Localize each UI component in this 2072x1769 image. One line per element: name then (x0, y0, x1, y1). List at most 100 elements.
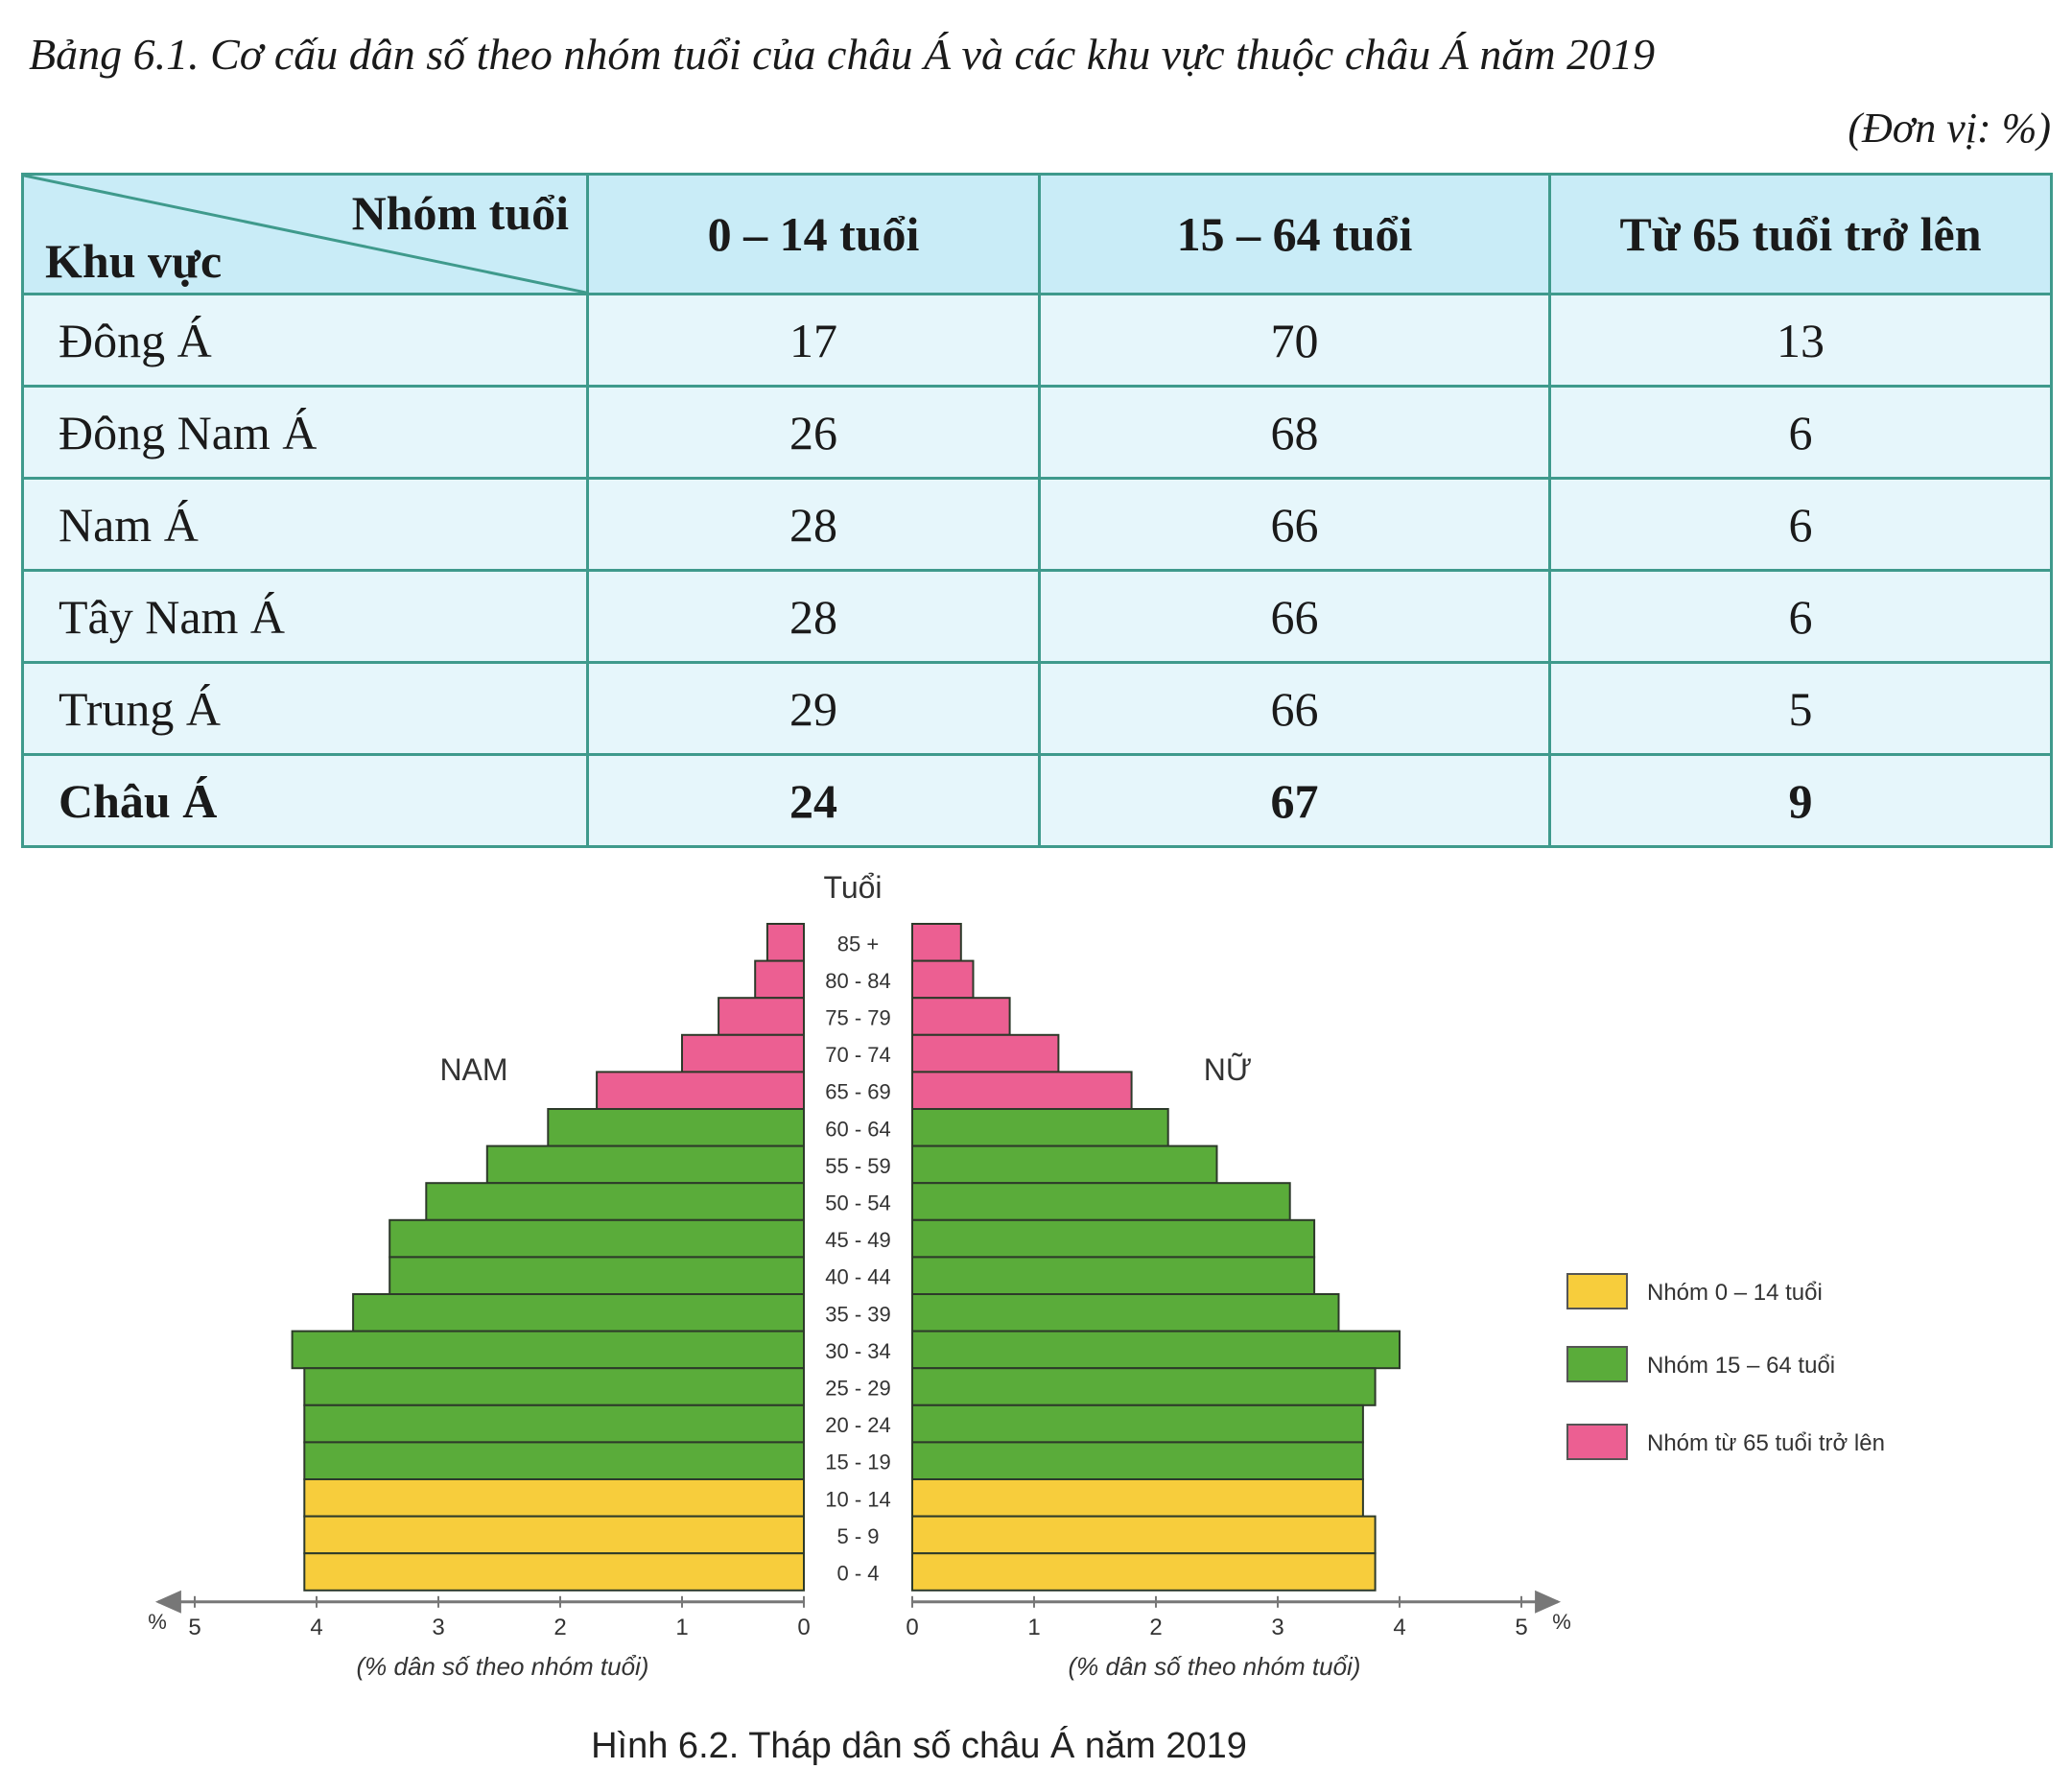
male-bar (303, 1515, 805, 1555)
age-group-label: 30 - 34 (825, 1339, 891, 1363)
x-tick-label-right: 1 (1027, 1615, 1040, 1640)
value-cell: 70 (1038, 293, 1551, 388)
table-row: Đông Á 17 70 13 (21, 293, 2053, 388)
male-bar (765, 923, 806, 962)
region-cell: Châu Á (21, 753, 589, 848)
age-group-label: 5 - 9 (836, 1524, 879, 1548)
female-bar (911, 997, 1011, 1036)
age-group-label: 60 - 64 (825, 1117, 891, 1141)
region-cell: Nam Á (21, 477, 589, 572)
region-cell: Tây Nam Á (21, 569, 589, 664)
value-cell: 6 (1548, 385, 2053, 480)
male-bar (352, 1293, 805, 1333)
value-cell: 26 (586, 385, 1041, 480)
female-bar (911, 1108, 1169, 1147)
figure-caption: Hình 6.2. Tháp dân số châu Á năm 2019 (591, 1725, 1247, 1766)
value-cell: 5 (1548, 661, 2053, 756)
female-bar (911, 1033, 1060, 1073)
female-bar (911, 1478, 1364, 1518)
female-bar (911, 1552, 1377, 1592)
value-cell: 67 (1038, 753, 1551, 848)
header-age-group-label: Nhóm tuổi (351, 186, 569, 240)
age-group-label: 65 - 69 (825, 1080, 891, 1104)
legend-swatch (1566, 1346, 1628, 1382)
header-region-label: Khu vực (45, 234, 223, 288)
male-label: NAM (439, 1052, 507, 1087)
x-tick-label-right: 5 (1515, 1615, 1527, 1640)
male-bar (547, 1108, 805, 1147)
legend-label: Nhóm 15 – 64 tuổi (1647, 1353, 1835, 1379)
male-bar (303, 1367, 805, 1406)
female-bar (911, 1256, 1316, 1296)
x-axis-label-left: (% dân số theo nhóm tuổi) (357, 1652, 649, 1681)
x-unit-right: % (1552, 1610, 1571, 1634)
male-bar (291, 1330, 806, 1370)
male-bar (303, 1441, 805, 1481)
male-bar (303, 1403, 805, 1444)
legend-label: Nhóm 0 – 14 tuổi (1647, 1280, 1823, 1306)
male-bar (303, 1552, 805, 1592)
male-bar (485, 1144, 805, 1185)
value-cell: 6 (1548, 569, 2053, 664)
age-group-label: 20 - 24 (825, 1413, 891, 1437)
table-header-row: Nhóm tuổi Khu vực 0 – 14 tuổi 15 – 64 tu… (21, 173, 2053, 295)
female-bar (911, 1293, 1340, 1333)
age-group-label: 80 - 84 (825, 969, 891, 993)
age-group-label: 40 - 44 (825, 1265, 891, 1289)
region-cell: Đông Nam Á (21, 385, 589, 480)
age-group-label: 10 - 14 (825, 1487, 891, 1511)
column-header: 15 – 64 tuổi (1038, 173, 1551, 295)
male-bar (681, 1033, 805, 1073)
value-cell: 29 (586, 661, 1041, 756)
x-axis-label-right: (% dân số theo nhóm tuổi) (1069, 1652, 1361, 1681)
legend-swatch (1566, 1424, 1628, 1460)
male-bar (388, 1218, 805, 1259)
age-group-label: 55 - 59 (825, 1154, 891, 1178)
table-row: Trung Á 29 66 5 (21, 661, 2053, 756)
diagonal-header-cell: Nhóm tuổi Khu vực (21, 173, 589, 295)
female-bar (911, 1515, 1377, 1555)
age-group-label: 15 - 19 (825, 1451, 891, 1474)
region-cell: Trung Á (21, 661, 589, 756)
value-cell: 66 (1038, 661, 1551, 756)
value-cell: 24 (586, 753, 1041, 848)
x-tick-label-left: 0 (797, 1615, 810, 1640)
age-group-label: 75 - 79 (825, 1006, 891, 1030)
female-bar (911, 1071, 1133, 1111)
x-tick-label-left: 2 (553, 1615, 566, 1640)
x-unit-left: % (148, 1610, 167, 1634)
value-cell: 28 (586, 569, 1041, 664)
diagonal-line (24, 176, 586, 293)
value-cell: 28 (586, 477, 1041, 572)
x-tick-label-right: 0 (906, 1615, 918, 1640)
male-bar (303, 1478, 805, 1518)
female-bar (911, 1441, 1364, 1481)
age-group-label: 70 - 74 (825, 1043, 891, 1067)
x-tick-label-left: 5 (188, 1615, 200, 1640)
table-row: Đông Nam Á 26 68 6 (21, 385, 2053, 480)
male-bar (388, 1256, 805, 1296)
age-group-label: 25 - 29 (825, 1377, 891, 1401)
female-bar (911, 1218, 1316, 1259)
x-tick-label-right: 3 (1271, 1615, 1283, 1640)
female-bar (911, 1182, 1291, 1221)
female-bar (911, 1144, 1218, 1185)
legend-label: Nhóm từ 65 tuổi trở lên (1647, 1430, 1885, 1456)
male-bar (596, 1071, 805, 1111)
female-bar (911, 1330, 1401, 1370)
age-group-label: 0 - 4 (836, 1562, 879, 1586)
age-group-label: 85 + (837, 932, 879, 955)
x-tick-label-left: 4 (310, 1615, 322, 1640)
population-structure-table: Nhóm tuổi Khu vực 0 – 14 tuổi 15 – 64 tu… (21, 173, 2053, 848)
table-row: Tây Nam Á 28 66 6 (21, 569, 2053, 664)
column-header: Từ 65 tuổi trở lên (1548, 173, 2053, 295)
female-bar (911, 1403, 1364, 1444)
age-group-label: 45 - 49 (825, 1228, 891, 1252)
age-group-label: 35 - 39 (825, 1302, 891, 1326)
value-cell: 17 (586, 293, 1041, 388)
female-bar (911, 923, 962, 962)
region-cell: Đông Á (21, 293, 589, 388)
value-cell: 68 (1038, 385, 1551, 480)
male-bar (754, 959, 806, 1000)
legend-swatch (1566, 1273, 1628, 1309)
